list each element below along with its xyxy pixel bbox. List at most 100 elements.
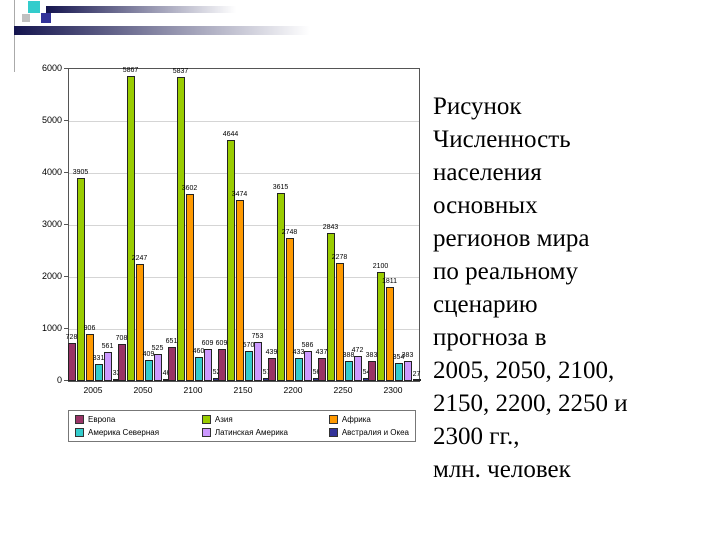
bar-value-label: 46 <box>162 369 171 377</box>
x-tick-label: 2250 <box>333 385 353 395</box>
bar-value-label: 57 <box>262 369 271 377</box>
y-tick-mark <box>64 172 68 173</box>
y-tick-mark <box>64 120 68 121</box>
bar <box>194 357 203 381</box>
bar-value-label: 2100 <box>372 262 389 270</box>
legend-swatch <box>201 415 211 424</box>
bar-value-label: 2247 <box>131 255 148 263</box>
bar <box>267 358 276 381</box>
bar-value-label: 753 <box>251 332 264 340</box>
bar <box>153 353 162 381</box>
bar-value-label: 409 <box>142 350 155 358</box>
bar <box>335 262 344 381</box>
x-tick-label: 2150 <box>233 385 253 395</box>
x-tick-label: 2050 <box>133 385 153 395</box>
bar-value-label: 728 <box>65 334 78 342</box>
bar <box>412 379 421 381</box>
bar <box>303 350 312 381</box>
bar <box>353 356 362 381</box>
bar <box>185 193 194 381</box>
bar <box>217 349 226 381</box>
bar-value-label: 2748 <box>281 229 298 237</box>
y-tick-label: 6000 <box>41 63 62 73</box>
y-tick-label: 4000 <box>41 167 62 177</box>
gridline <box>69 225 419 226</box>
bar <box>76 177 85 381</box>
bar <box>376 271 385 381</box>
legend-item: Латинская Америка <box>201 428 329 437</box>
legend-label: Америка Северная <box>88 428 160 437</box>
legend-item: Африка <box>328 415 409 424</box>
deco-gradient-bar-bottom <box>14 26 310 35</box>
bar-value-label: 651 <box>165 338 178 346</box>
bar-value-label: 354 <box>392 353 405 361</box>
bar-value-label: 5837 <box>172 68 189 76</box>
bar-value-label: 3905 <box>72 168 89 176</box>
bar-value-label: 5867 <box>122 66 139 74</box>
legend-item: Азия <box>201 415 329 424</box>
bar-value-label: 3615 <box>272 184 289 192</box>
bar-value-label: 586 <box>301 341 314 349</box>
legend-label: Европа <box>88 415 116 424</box>
bar <box>344 360 353 381</box>
bar-value-label: 383 <box>401 352 414 360</box>
bar-value-label: 2278 <box>331 253 348 261</box>
gridline <box>69 277 419 278</box>
bar-value-label: 56 <box>312 369 321 377</box>
bar-value-label: 561 <box>101 342 114 350</box>
bar <box>276 193 285 381</box>
x-tick-label: 2005 <box>83 385 103 395</box>
bar-value-label: 525 <box>151 344 164 352</box>
legend-swatch <box>75 428 84 437</box>
bar <box>135 264 144 381</box>
bar <box>385 286 394 381</box>
bar <box>235 200 244 381</box>
legend-label: Африка <box>341 415 371 424</box>
bar <box>403 361 412 381</box>
x-tick-label: 2200 <box>283 385 303 395</box>
bar <box>117 344 126 381</box>
bar-value-label: 1811 <box>381 277 398 285</box>
bar-value-label: 27 <box>412 370 421 378</box>
bar <box>326 233 335 381</box>
bar-value-label: 460 <box>192 348 205 356</box>
legend-label: Латинская Америка <box>214 428 288 437</box>
gridline <box>69 121 419 122</box>
bar <box>285 238 294 381</box>
legend-label: Австралия и Океания <box>341 428 409 437</box>
bar <box>367 361 376 381</box>
legend-item: Европа <box>75 415 202 424</box>
y-tick-label: 1000 <box>41 323 62 333</box>
plot-area: 728 3905 906 331 561 33 708 5867 2247 409 525 46 651… <box>65 66 421 382</box>
bar-value-label: 437 <box>315 349 328 357</box>
bar-value-label: 3602 <box>181 184 198 192</box>
bar-value-label: 439 <box>265 349 278 357</box>
figure-caption: Рисунок Численность населения основных р… <box>433 93 628 483</box>
chart-legend: Европа Азия Африка Америка Северная Латинска… <box>68 410 416 442</box>
bar <box>317 358 326 381</box>
y-tick-mark <box>64 380 68 381</box>
legend-swatch <box>328 415 338 424</box>
bar <box>253 341 262 381</box>
x-tick-label: 2100 <box>183 385 203 395</box>
bar <box>126 75 135 381</box>
legend-item: Америка Северная <box>75 428 202 437</box>
population-bar-chart: 728 3905 906 331 561 33 708 5867 2247 409 525 46 651… <box>26 58 430 470</box>
deco-gradient-bar-top <box>46 6 236 13</box>
bar <box>394 362 403 381</box>
deco-square-cyan <box>28 1 40 13</box>
bar-value-label: 54 <box>362 369 371 377</box>
bar <box>226 139 235 381</box>
bar-value-label: 708 <box>115 335 128 343</box>
deco-square-navy <box>41 13 51 23</box>
bar <box>294 358 303 381</box>
x-tick-label: 2300 <box>383 385 403 395</box>
bar-value-label: 388 <box>342 351 355 359</box>
bar-value-label: 570 <box>242 342 255 350</box>
bar <box>176 77 185 381</box>
y-tick-label: 5000 <box>41 115 62 125</box>
y-tick-label: 2000 <box>41 271 62 281</box>
bar-value-label: 609 <box>215 340 228 348</box>
legend-item: Австралия и Океания <box>328 428 409 437</box>
